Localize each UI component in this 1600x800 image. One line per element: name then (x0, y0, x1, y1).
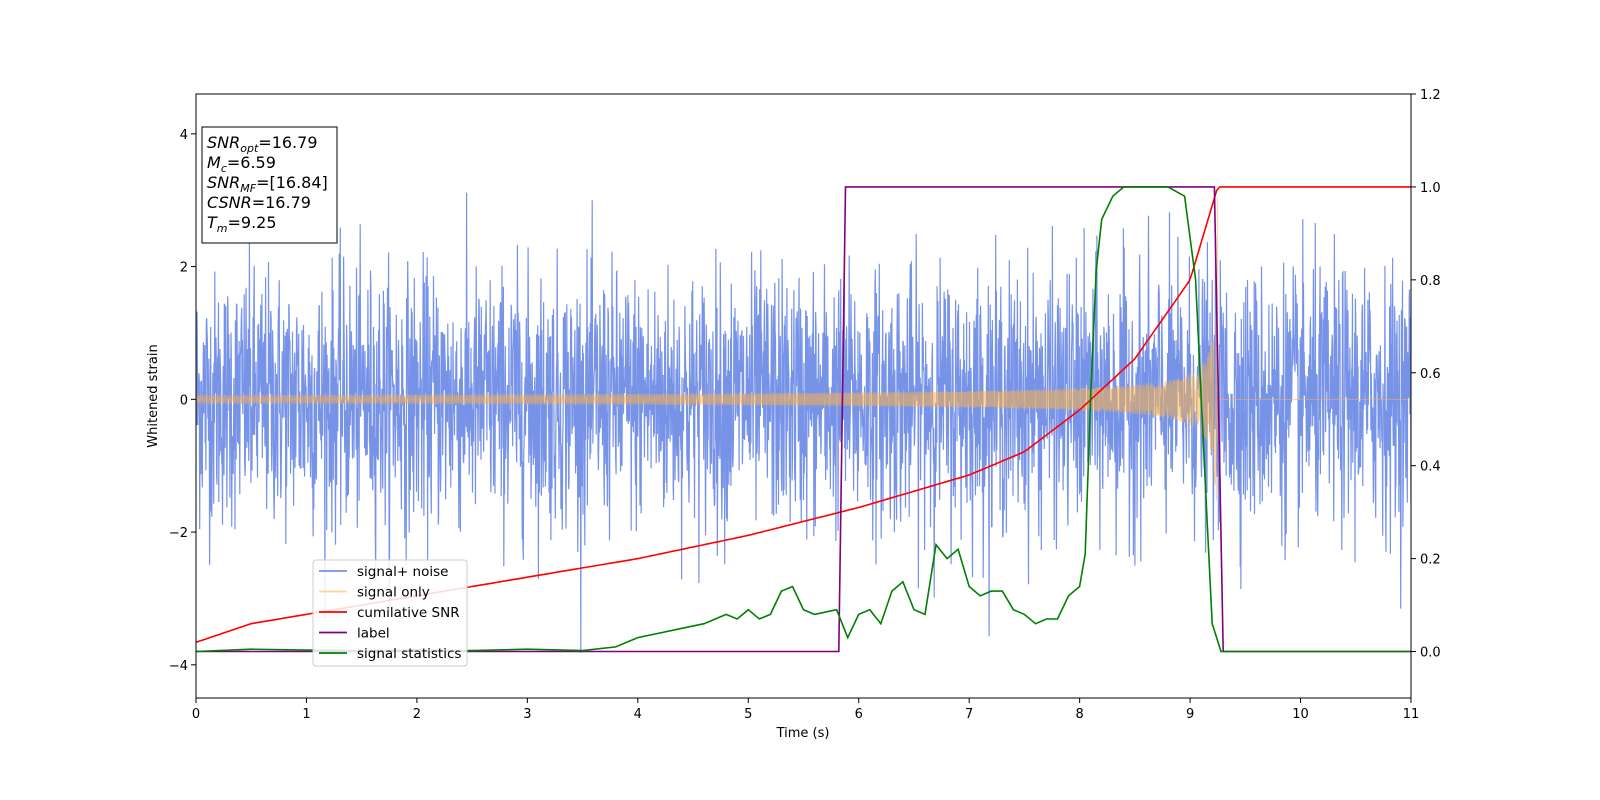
y-right-tick-label: 0.4 (1420, 460, 1441, 475)
x-tick-label: 4 (634, 707, 642, 722)
x-tick-label: 3 (523, 707, 531, 722)
y-axis-label: Whitened strain (146, 344, 161, 447)
x-tick-label: 11 (1403, 707, 1420, 722)
y-left-tick-label: 0 (180, 393, 188, 408)
y-right-tick-label: 0.2 (1420, 553, 1441, 568)
x-tick-label: 7 (965, 707, 973, 722)
y-right-tick-label: 0.0 (1420, 646, 1441, 661)
y-right-tick-label: 0.6 (1420, 367, 1441, 382)
x-tick-label: 0 (192, 707, 200, 722)
legend-frame (312, 559, 468, 667)
legend-entry-label: cumilative SNR (357, 605, 460, 621)
stat-line: SNRMF=[16.84] (207, 173, 328, 195)
legend-entry-label: label (357, 626, 390, 642)
y-left-tick-label: −2 (169, 526, 188, 541)
x-tick-label: 9 (1186, 707, 1194, 722)
y-right-tick-label: 1.2 (1420, 88, 1441, 103)
stat-line: Mc=6.59 (207, 153, 276, 175)
stat-line: CSNR=16.79 (207, 193, 311, 212)
legend-entry-label: signal statistics (357, 646, 461, 662)
legend-entry-label: signal+ noise (357, 564, 448, 580)
legend-entry-label: signal only (357, 585, 430, 601)
x-tick-label: 2 (413, 707, 421, 722)
ticks-layer: 0 1 2 3 4 5 6 7 8 9 10 11 −4 −2 0 2 4 0.0 0.2 0.4 0.6 0.8 1.0 1… (169, 88, 1441, 722)
series-signal-statistics-line (196, 186, 1411, 653)
stat-line: Tm=9.25 (207, 213, 277, 235)
stats-annotation-box: SNRopt=16.79Mc=6.59SNRMF=[16.84]CSNR=16.… (201, 126, 338, 244)
y-left-tick-label: 4 (180, 128, 188, 143)
x-tick-label: 5 (744, 707, 752, 722)
y-left-tick-label: −4 (169, 659, 188, 674)
x-tick-label: 8 (1075, 707, 1083, 722)
x-tick-label: 6 (855, 707, 863, 722)
x-tick-label: 1 (302, 707, 310, 722)
stat-line: SNRopt=16.79 (207, 133, 318, 155)
x-tick-label: 10 (1292, 707, 1309, 722)
y-right-tick-label: 1.0 (1420, 181, 1441, 196)
stats-box-frame (201, 126, 338, 244)
y-right-tick-label: 0.8 (1420, 274, 1441, 289)
y-left-tick-label: 2 (180, 261, 188, 276)
x-axis-label: Time (s) (776, 726, 830, 741)
plot-frame (195, 93, 1412, 699)
series-signal-only-line (196, 199, 1411, 501)
legend: signal+ noise signal only cumilative SNR la… (312, 559, 468, 667)
